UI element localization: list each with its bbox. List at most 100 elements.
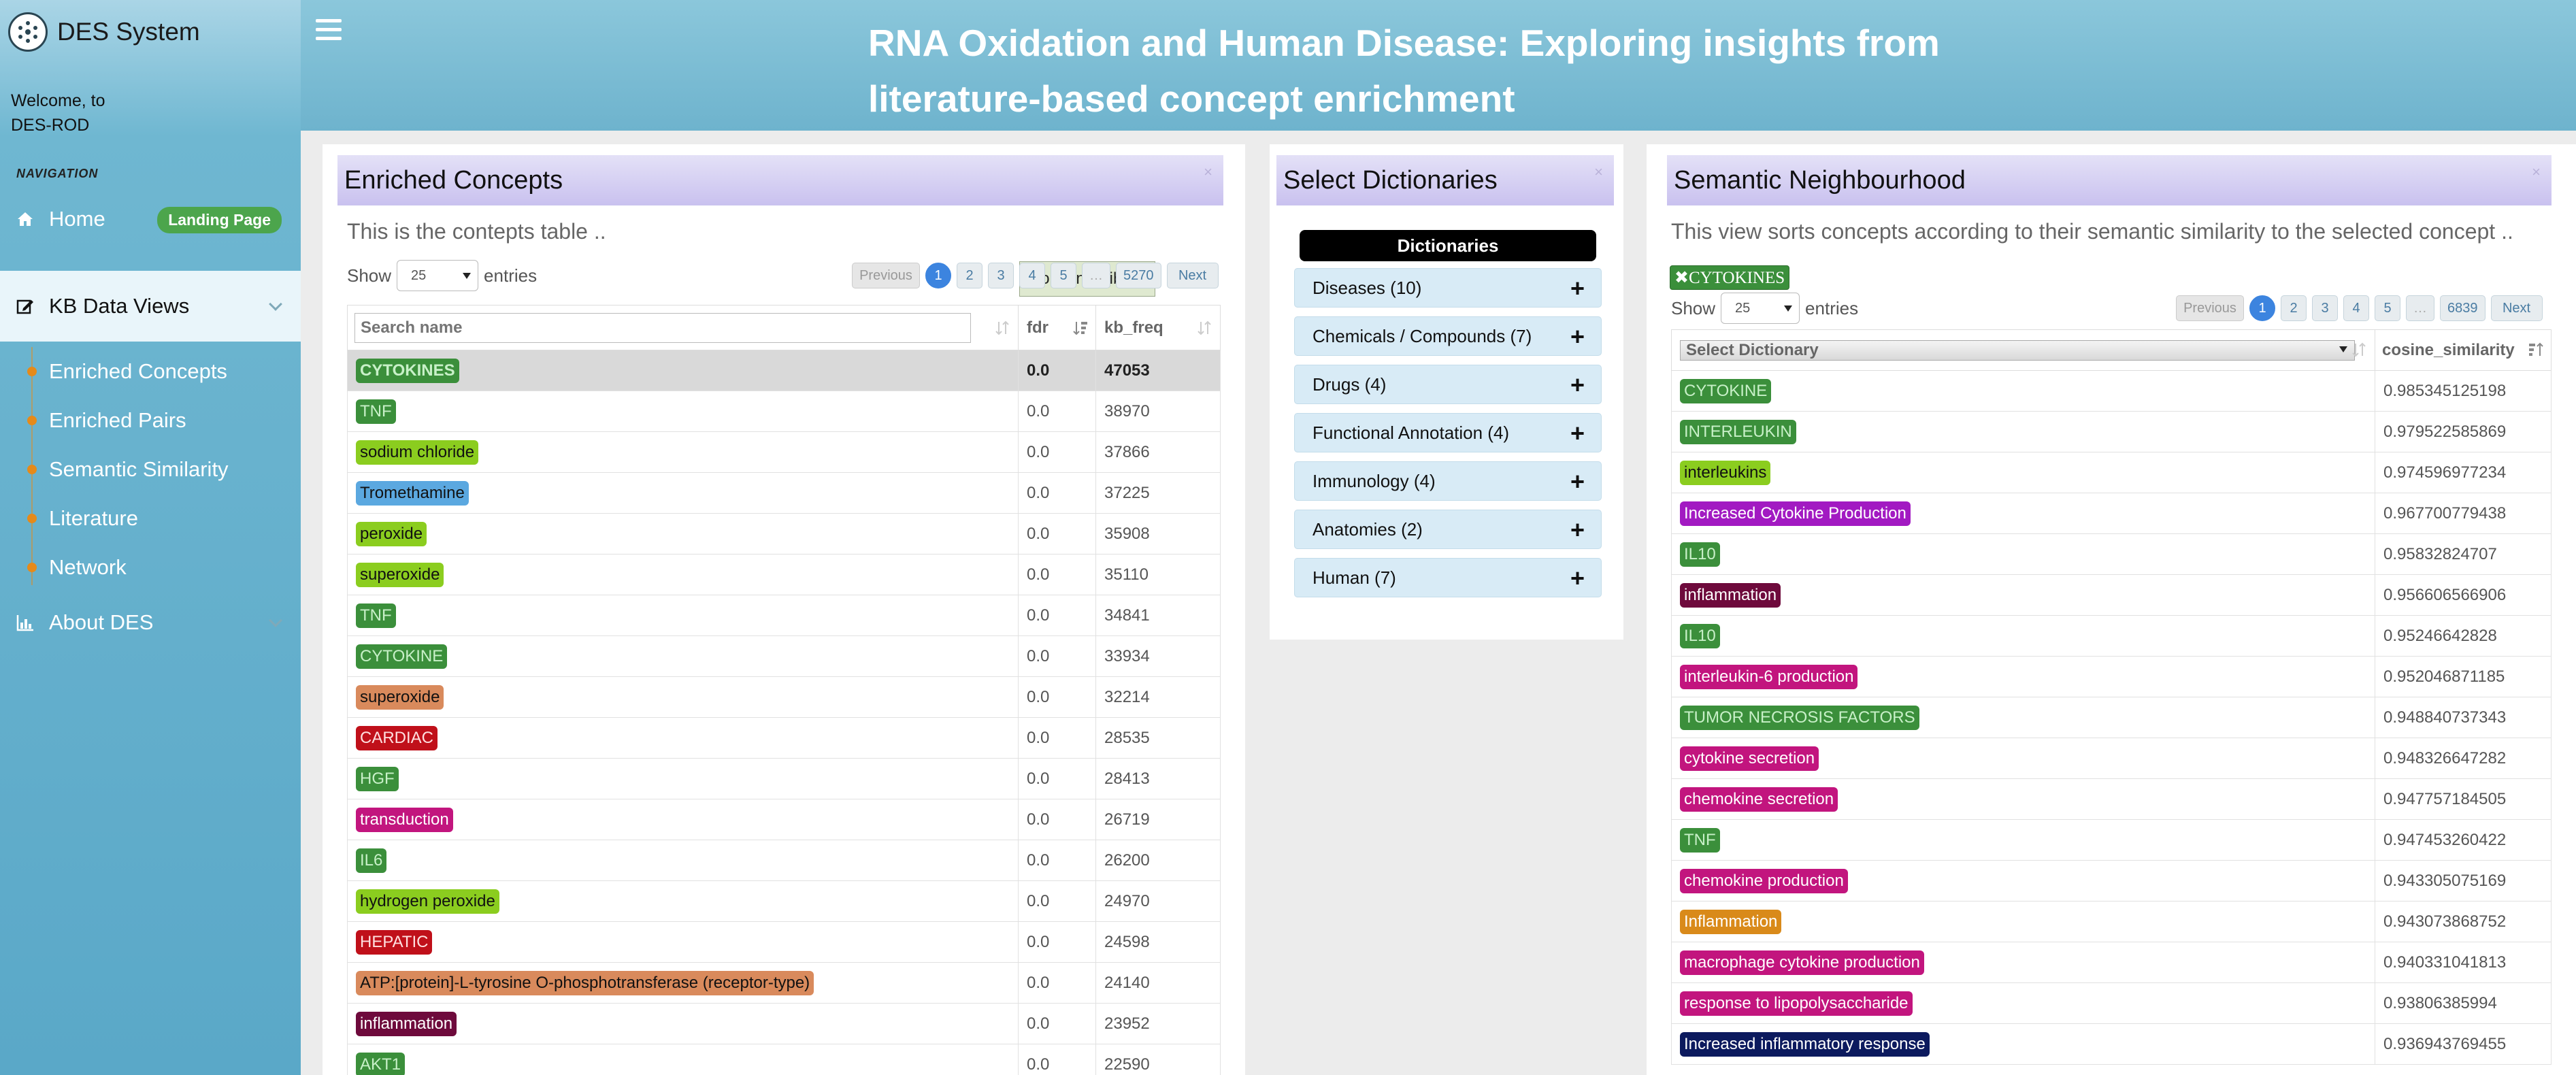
expand-plus-icon[interactable]: +: [1570, 564, 1585, 592]
concept-tag[interactable]: TNF: [356, 399, 396, 424]
table-row[interactable]: peroxide 0.0 35908: [347, 513, 1221, 555]
table-row[interactable]: TNF 0.0 34841: [347, 595, 1221, 636]
collapse-icon[interactable]: ×: [2532, 163, 2541, 180]
table-row[interactable]: superoxide 0.0 35110: [347, 554, 1221, 595]
sidebar-item-enriched-pairs[interactable]: Enriched Pairs: [0, 396, 301, 445]
table-row[interactable]: IL10 0.95832824707: [1671, 533, 2552, 575]
table-row[interactable]: inflammation 0.956606566906: [1671, 574, 2552, 616]
concept-tag[interactable]: response to lipopolysaccharide: [1680, 991, 1913, 1016]
table-row[interactable]: TUMOR NECROSIS FACTORS 0.948840737343: [1671, 697, 2552, 738]
page-button[interactable]: 5: [1051, 263, 1076, 288]
sidebar-item-enriched-concepts[interactable]: Enriched Concepts: [0, 347, 301, 396]
brand[interactable]: DES System: [8, 12, 200, 52]
table-row[interactable]: interleukins 0.974596977234: [1671, 452, 2552, 493]
table-row[interactable]: TNF 0.947453260422: [1671, 819, 2552, 861]
expand-plus-icon[interactable]: +: [1570, 322, 1585, 350]
page-button[interactable]: 2: [957, 263, 982, 288]
table-row[interactable]: CYTOKINE 0.0 33934: [347, 635, 1221, 677]
table-row[interactable]: inflammation 0.0 23952: [347, 1003, 1221, 1044]
kb-freq-column-header[interactable]: kb_freq: [1095, 305, 1221, 350]
table-row[interactable]: HGF 0.0 28413: [347, 758, 1221, 799]
page-button[interactable]: 2: [2281, 295, 2307, 321]
dictionary-item[interactable]: Drugs (4) +: [1294, 365, 1602, 404]
concept-tag[interactable]: CARDIAC: [356, 725, 438, 750]
next-button[interactable]: Next: [2490, 295, 2543, 321]
last-page-button[interactable]: 5270: [1116, 263, 1161, 288]
concept-tag[interactable]: superoxide: [356, 562, 444, 587]
concept-tag[interactable]: Increased inflammatory response: [1680, 1031, 1930, 1057]
concept-tag[interactable]: CYTOKINE: [356, 644, 448, 669]
last-page-button[interactable]: 6839: [2440, 295, 2486, 321]
page-button[interactable]: 5: [2375, 295, 2400, 321]
table-row[interactable]: Inflammation 0.943073868752: [1671, 901, 2552, 942]
concept-tag[interactable]: macrophage cytokine production: [1680, 950, 1924, 975]
table-row[interactable]: transduction 0.0 26719: [347, 799, 1221, 840]
cosine-similarity-column-header[interactable]: cosine_similarity: [2375, 329, 2552, 371]
table-row[interactable]: HEPATIC 0.0 24598: [347, 921, 1221, 963]
page-button[interactable]: 4: [2343, 295, 2369, 321]
table-row[interactable]: CARDIAC 0.0 28535: [347, 717, 1221, 759]
table-row[interactable]: AKT1 0.0 22590: [347, 1044, 1221, 1075]
table-row[interactable]: interleukin-6 production 0.952046871185: [1671, 656, 2552, 697]
dictionary-item[interactable]: Human (7) +: [1294, 558, 1602, 597]
concept-tag[interactable]: sodium chloride: [356, 440, 479, 465]
concept-tag[interactable]: peroxide: [356, 521, 427, 546]
sort-icon[interactable]: [2351, 341, 2368, 359]
expand-plus-icon[interactable]: +: [1570, 274, 1585, 302]
page-button[interactable]: 3: [2312, 295, 2338, 321]
dictionary-item[interactable]: Anatomies (2) +: [1294, 510, 1602, 549]
concept-tag[interactable]: IL10: [1680, 623, 1720, 648]
concept-tag[interactable]: HEPATIC: [356, 929, 433, 955]
concept-tag[interactable]: inflammation: [356, 1011, 457, 1036]
concept-tag[interactable]: Tromethamine: [356, 480, 469, 506]
dictionary-item[interactable]: Diseases (10) +: [1294, 268, 1602, 308]
table-row[interactable]: Increased inflammatory response 0.9369437…: [1671, 1023, 2552, 1065]
menu-toggle-icon[interactable]: [316, 19, 342, 46]
table-row[interactable]: TNF 0.0 38970: [347, 391, 1221, 432]
concept-tag[interactable]: ATP:[protein]-L-tyrosine O-phosphotransf…: [356, 970, 814, 995]
expand-plus-icon[interactable]: +: [1570, 371, 1585, 399]
page-button[interactable]: 1: [925, 263, 951, 288]
page-size-select[interactable]: 25: [1721, 293, 1800, 324]
concept-tag[interactable]: CYTOKINE: [1680, 378, 1772, 403]
concept-tag[interactable]: IL6: [356, 848, 387, 873]
concept-tag[interactable]: Increased Cytokine Production: [1680, 501, 1911, 526]
table-row[interactable]: ATP:[protein]-L-tyrosine O-phosphotransf…: [347, 962, 1221, 1004]
concept-tag[interactable]: transduction: [356, 807, 453, 832]
concept-tag[interactable]: HGF: [356, 766, 399, 791]
selected-concept-chip[interactable]: ✖CYTOKINES: [1670, 265, 1790, 290]
previous-button[interactable]: Previous: [852, 263, 920, 288]
dictionary-item[interactable]: Immunology (4) +: [1294, 461, 1602, 501]
concept-tag[interactable]: hydrogen peroxide: [356, 889, 499, 914]
concept-tag[interactable]: INTERLEUKIN: [1680, 419, 1796, 444]
search-name-input[interactable]: [354, 312, 972, 343]
collapse-icon[interactable]: ×: [1204, 163, 1212, 180]
expand-plus-icon[interactable]: +: [1570, 419, 1585, 447]
table-row[interactable]: superoxide 0.0 32214: [347, 676, 1221, 718]
nav-item-kb-data-views[interactable]: KB Data Views: [0, 271, 301, 342]
sidebar-item-semantic-similarity[interactable]: Semantic Similarity: [0, 445, 301, 494]
table-row[interactable]: CYTOKINE 0.985345125198: [1671, 370, 2552, 412]
concept-tag[interactable]: interleukins: [1680, 460, 1771, 485]
page-size-select[interactable]: 25: [397, 260, 479, 291]
table-row[interactable]: hydrogen peroxide 0.0 24970: [347, 880, 1221, 922]
table-row[interactable]: INTERLEUKIN 0.979522585869: [1671, 411, 2552, 452]
table-row[interactable]: Tromethamine 0.0 37225: [347, 472, 1221, 514]
next-button[interactable]: Next: [1166, 263, 1219, 288]
nav-item-home[interactable]: Home Landing Page: [0, 197, 301, 241]
table-row[interactable]: Increased Cytokine Production 0.967700779…: [1671, 493, 2552, 534]
sidebar-item-literature[interactable]: Literature: [0, 494, 301, 543]
page-button[interactable]: 3: [988, 263, 1014, 288]
concept-tag[interactable]: superoxide: [356, 684, 444, 710]
concept-tag[interactable]: TUMOR NECROSIS FACTORS: [1680, 705, 1919, 730]
expand-plus-icon[interactable]: +: [1570, 516, 1585, 544]
concept-tag[interactable]: cytokine secretion: [1680, 746, 1819, 771]
table-row[interactable]: IL6 0.0 26200: [347, 840, 1221, 881]
table-row[interactable]: CYTOKINES 0.0 47053: [347, 350, 1221, 391]
concept-tag[interactable]: chemokine secretion: [1680, 787, 1838, 812]
table-row[interactable]: chemokine production 0.943305075169: [1671, 860, 2552, 902]
table-row[interactable]: cytokine secretion 0.948326647282: [1671, 738, 2552, 779]
collapse-icon[interactable]: ×: [1594, 163, 1603, 180]
dictionary-item[interactable]: Functional Annotation (4) +: [1294, 413, 1602, 452]
page-button[interactable]: 4: [1019, 263, 1045, 288]
